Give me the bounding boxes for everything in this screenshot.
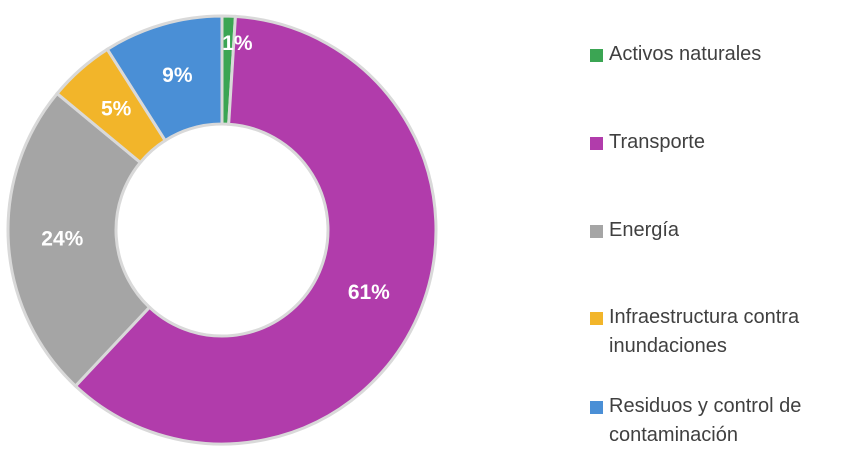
- data-label: 9%: [162, 64, 193, 87]
- donut-segment: [73, 14, 438, 446]
- legend-swatch: [590, 401, 603, 414]
- donut-segment: [105, 14, 224, 143]
- legend-label: Infraestructura contra inundaciones: [609, 306, 800, 357]
- legend-label: Residuos y control de contaminación: [609, 395, 802, 446]
- legend-swatch: [590, 225, 603, 238]
- legend-label: Energía: [609, 219, 680, 241]
- legend-item: Infraestructura contra inundaciones: [590, 303, 855, 361]
- data-label: 5%: [101, 98, 132, 121]
- legend-label: Activos naturales: [609, 43, 762, 65]
- legend-item: Residuos y control de contaminación: [590, 392, 855, 450]
- chart: 1% 61% 24% 5% 9%: [6, 14, 438, 446]
- data-label: 1%: [222, 32, 253, 55]
- data-label: 61%: [348, 281, 390, 304]
- legend-item: Activos naturales: [590, 40, 855, 69]
- legend-swatch: [590, 312, 603, 325]
- legend-swatch: [590, 49, 603, 62]
- legend-label: Transporte: [609, 131, 705, 153]
- donut-segment: [6, 91, 152, 389]
- data-label: 24%: [41, 228, 83, 251]
- legend-item: Transporte: [590, 128, 855, 157]
- legend-swatch: [590, 137, 603, 150]
- legend-item: Energía: [590, 216, 855, 245]
